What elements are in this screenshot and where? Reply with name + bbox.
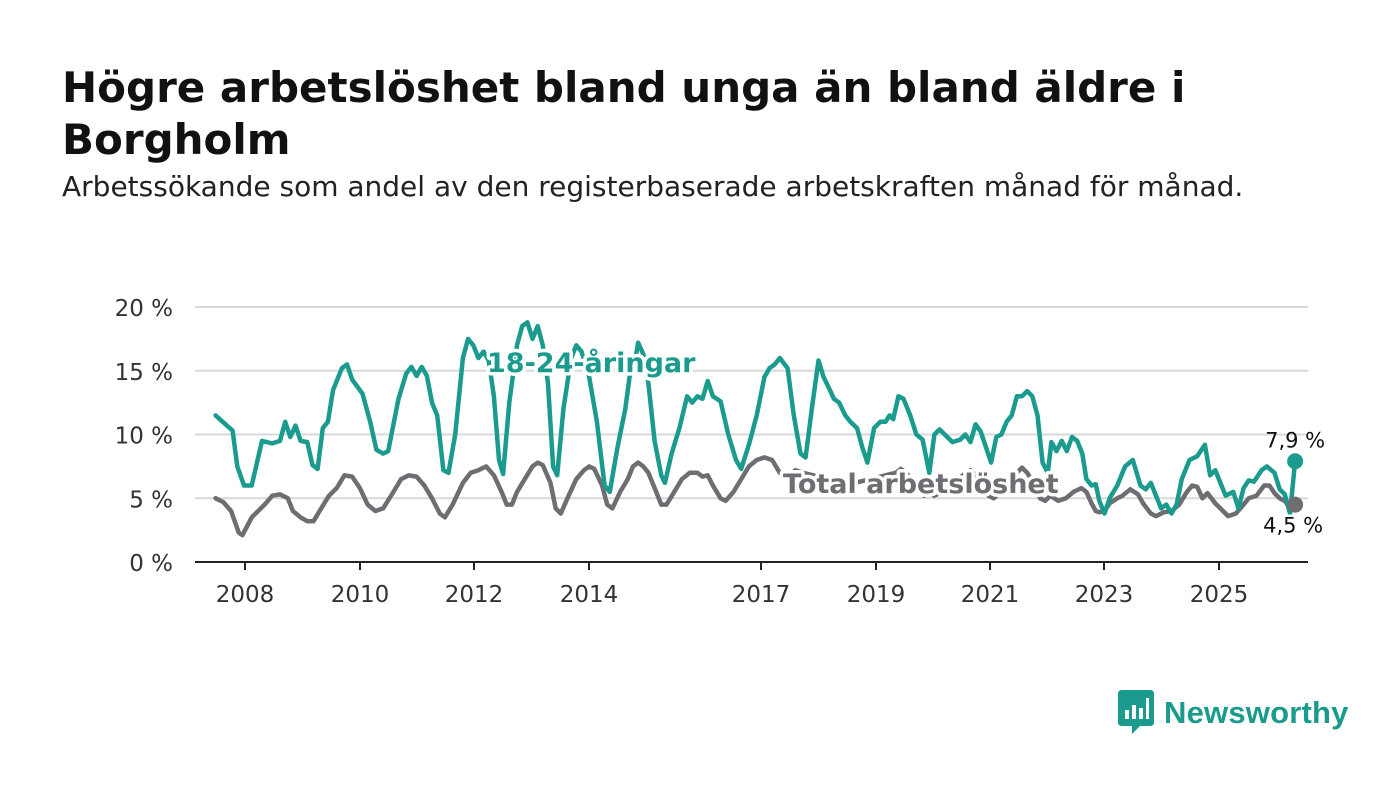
series-label-total: Total arbetslöshet (783, 469, 1059, 500)
y-axis-tick-labels: 0 % 5 % 10 % 15 % 20 % (115, 296, 173, 577)
newsworthy-logo-text: Newsworthy (1164, 695, 1349, 730)
series-line-young (213, 320, 1298, 516)
series-lines (213, 320, 1304, 538)
newsworthy-logo-icon (1118, 690, 1154, 734)
x-tick-label-2025: 2025 (1190, 582, 1249, 608)
y-tick-label-20: 20 % (115, 296, 173, 322)
x-tick-label-2008: 2008 (216, 582, 275, 608)
newsworthy-logo: Newsworthy (1118, 690, 1349, 736)
chart-title: Högre arbetslöshet bland unga än bland ä… (62, 63, 1186, 164)
y-tick-label-10: 10 % (115, 424, 173, 450)
x-tick-label-2014: 2014 (560, 582, 619, 608)
gridlines (195, 306, 1308, 500)
x-tick-label-2010: 2010 (331, 582, 390, 608)
series-label-young: 18-24-åringar (487, 347, 696, 379)
y-tick-label-5: 5 % (129, 487, 173, 513)
end-label-total: 4,5 % (1263, 514, 1323, 538)
end-label-young: 7,9 % (1265, 428, 1325, 452)
series-line-total (213, 455, 1298, 538)
x-tick-label-2019: 2019 (847, 582, 906, 608)
x-tick-label-2023: 2023 (1075, 582, 1134, 608)
x-tick-label-2012: 2012 (445, 582, 504, 608)
chart-subtitle: Arbetssökande som andel av den registerb… (62, 170, 1244, 203)
x-tick-label-2021: 2021 (961, 582, 1020, 608)
y-tick-label-0: 0 % (129, 551, 173, 577)
end-point-young (1287, 453, 1304, 470)
x-axis: 2008 2010 2012 2014 2017 2019 2021 2023 2025 (195, 561, 1308, 608)
y-tick-label-15: 15 % (115, 360, 173, 386)
x-tick-label-2017: 2017 (732, 582, 791, 608)
end-point-total (1287, 496, 1304, 513)
series-labels: 7,9 % 4,5 % 18-24-åringar Total arbetslöshe… (484, 344, 1326, 541)
